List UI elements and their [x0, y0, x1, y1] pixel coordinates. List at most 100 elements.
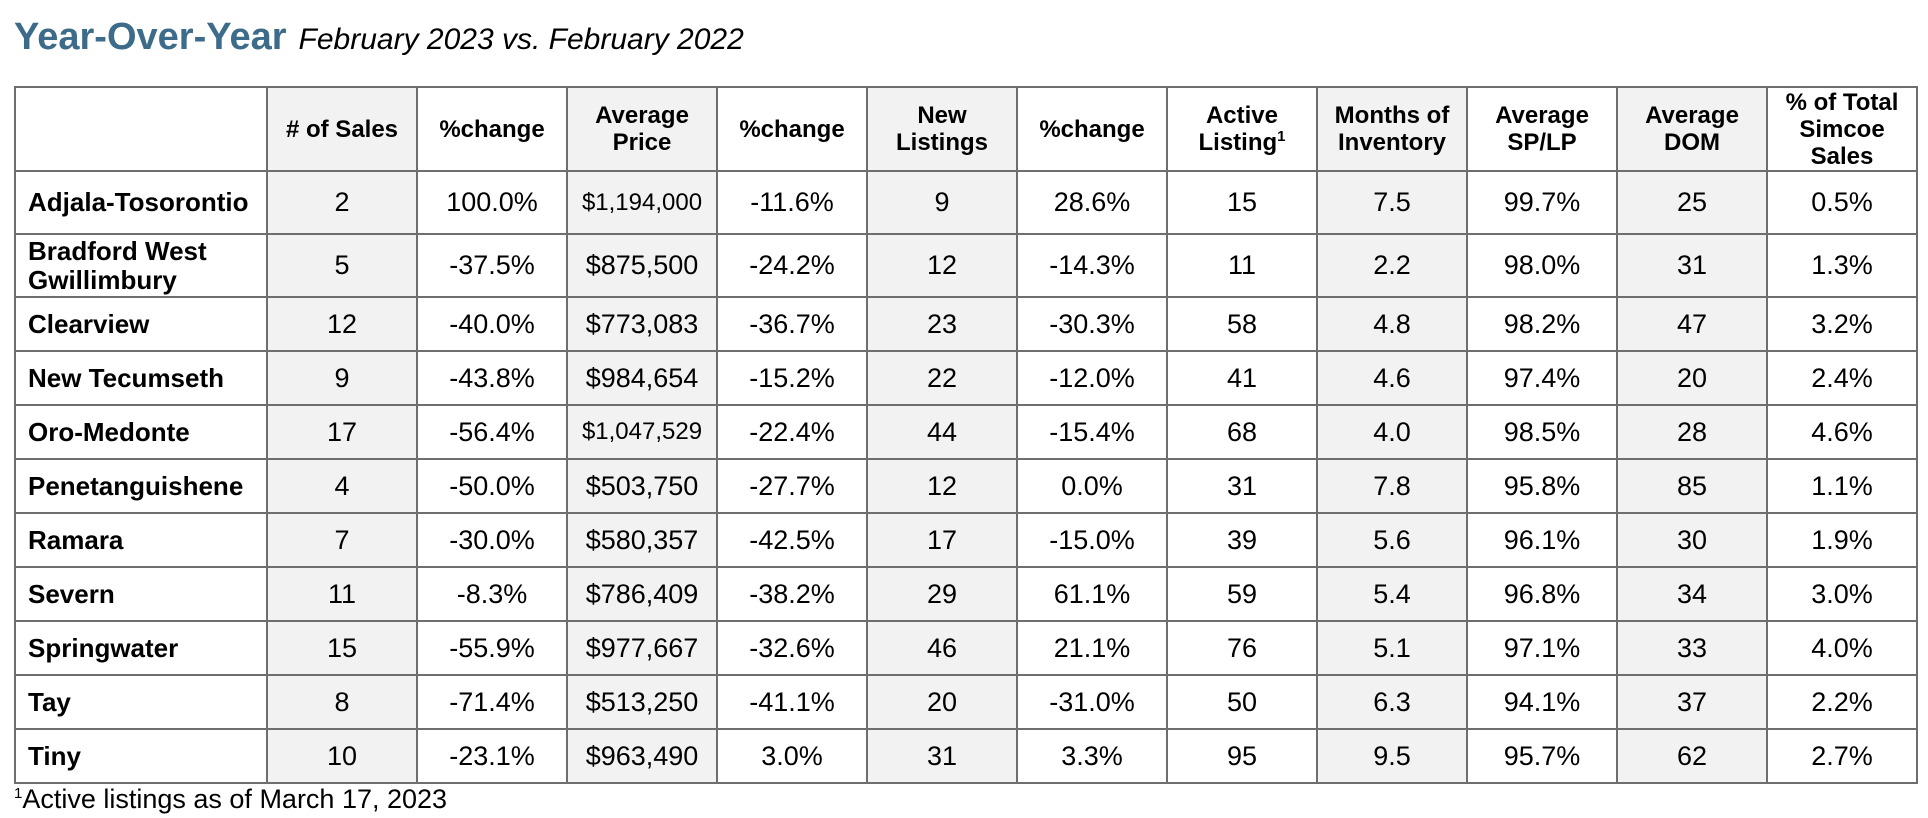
column-header-label: Average Price: [595, 102, 689, 156]
table-cell: 22: [866, 350, 1018, 406]
table-row: New Tecumseth 9 -43.8% $984,654 -15.2% 22 -12.…: [14, 350, 1918, 406]
table-cell: 23: [866, 296, 1018, 352]
table-cell: -15.4%: [1016, 404, 1168, 460]
column-header-label: # of Sales: [285, 115, 399, 143]
table-cell: $1,047,529: [566, 404, 718, 460]
table-cell: 6.3: [1316, 674, 1468, 730]
year-over-year-table: # of Sales %change Average Price %change New…: [14, 86, 1918, 784]
table-cell: 85: [1616, 458, 1768, 514]
table-cell: $786,409: [566, 566, 718, 622]
table-cell: 95.7%: [1466, 728, 1618, 784]
table-cell: 21.1%: [1016, 620, 1168, 676]
table-cell: 44: [866, 404, 1018, 460]
table-cell: -23.1%: [416, 728, 568, 784]
table-cell: 15: [1166, 170, 1318, 235]
column-header-label: %change: [1039, 115, 1145, 143]
column-header-3: Average Price: [566, 86, 718, 172]
table-cell: -50.0%: [416, 458, 568, 514]
table-row: Oro-Medonte 17 -56.4% $1,047,529 -22.4% 44 -15…: [14, 404, 1918, 460]
table-cell: 98.2%: [1466, 296, 1618, 352]
table-cell: -37.5%: [416, 233, 568, 298]
table-cell: 15: [266, 620, 418, 676]
table-cell: 1.3%: [1766, 233, 1918, 298]
table-cell: -40.0%: [416, 296, 568, 352]
table-cell: 97.1%: [1466, 620, 1618, 676]
column-header-4: %change: [716, 86, 868, 172]
report-title: Year-Over-Year February 2023 vs. Februar…: [14, 16, 744, 64]
table-header-row: # of Sales %change Average Price %change New…: [14, 86, 1918, 172]
municipality-name-cell: Penetanguishene: [14, 458, 268, 514]
table-cell: -30.0%: [416, 512, 568, 568]
table-cell: 39: [1166, 512, 1318, 568]
table-cell: 7.8: [1316, 458, 1468, 514]
table-cell: -11.6%: [716, 170, 868, 235]
table-cell: 4.6: [1316, 350, 1468, 406]
municipality-name-cell: Ramara: [14, 512, 268, 568]
table-cell: -31.0%: [1016, 674, 1168, 730]
table-cell: 2.2: [1316, 233, 1468, 298]
table-cell: 29: [866, 566, 1018, 622]
table-cell: -36.7%: [716, 296, 868, 352]
table-cell: 98.5%: [1466, 404, 1618, 460]
column-header-2: %change: [416, 86, 568, 172]
table-cell: -41.1%: [716, 674, 868, 730]
table-cell: -12.0%: [1016, 350, 1168, 406]
table-cell: 9: [866, 170, 1018, 235]
table-cell: 20: [1616, 350, 1768, 406]
table-cell: 99.7%: [1466, 170, 1618, 235]
table-cell: 17: [866, 512, 1018, 568]
table-cell: 100.0%: [416, 170, 568, 235]
column-header-label: New Listings: [895, 102, 988, 156]
table-cell: 7: [266, 512, 418, 568]
table-cell: 0.0%: [1016, 458, 1168, 514]
table-row: Springwater 15 -55.9% $977,667 -32.6% 46 21.1%…: [14, 620, 1918, 676]
table-cell: 28.6%: [1016, 170, 1168, 235]
table-row: Bradford West Gwillimbury 5 -37.5% $875,500…: [14, 233, 1918, 298]
table-cell: 46: [866, 620, 1018, 676]
table-cell: 7.5: [1316, 170, 1468, 235]
table-cell: -55.9%: [416, 620, 568, 676]
table-cell: 2.2%: [1766, 674, 1918, 730]
municipality-name-cell: Adjala-Tosorontio: [14, 170, 268, 235]
table-cell: -30.3%: [1016, 296, 1168, 352]
table-cell: 62: [1616, 728, 1768, 784]
table-cell: $503,750: [566, 458, 718, 514]
table-cell: 61.1%: [1016, 566, 1168, 622]
table-cell: 98.0%: [1466, 233, 1618, 298]
table-cell: 95.8%: [1466, 458, 1618, 514]
table-cell: 3.2%: [1766, 296, 1918, 352]
footnote: 1Active listings as of March 17, 2023: [14, 784, 447, 815]
table-cell: -42.5%: [716, 512, 868, 568]
table-cell: 2.4%: [1766, 350, 1918, 406]
column-header-7: Active Listing1: [1166, 86, 1318, 172]
table-cell: 20: [866, 674, 1018, 730]
column-header-10: Average DOM: [1616, 86, 1768, 172]
table-cell: 94.1%: [1466, 674, 1618, 730]
table-cell: 34: [1616, 566, 1768, 622]
municipality-name-cell: Tiny: [14, 728, 268, 784]
table-row: Adjala-Tosorontio 2 100.0% $1,194,000 -11.6%…: [14, 170, 1918, 235]
table-cell: -15.2%: [716, 350, 868, 406]
municipality-name-cell: Clearview: [14, 296, 268, 352]
table-cell: 2: [266, 170, 418, 235]
table-cell: 33: [1616, 620, 1768, 676]
title-main: Year-Over-Year: [14, 16, 287, 58]
table-cell: 11: [1166, 233, 1318, 298]
table-cell: 31: [866, 728, 1018, 784]
table-cell: -32.6%: [716, 620, 868, 676]
table-cell: 5: [266, 233, 418, 298]
table-cell: $977,667: [566, 620, 718, 676]
table-cell: 2.7%: [1766, 728, 1918, 784]
column-header-1: # of Sales: [266, 86, 418, 172]
table-cell: 4.0%: [1766, 620, 1918, 676]
table-cell: 0.5%: [1766, 170, 1918, 235]
table-cell: 4.0: [1316, 404, 1468, 460]
table-cell: 76: [1166, 620, 1318, 676]
column-header-5: New Listings: [866, 86, 1018, 172]
table-cell: 12: [866, 458, 1018, 514]
table-cell: 96.8%: [1466, 566, 1618, 622]
column-header-label: %change: [439, 115, 545, 143]
table-row: Clearview 12 -40.0% $773,083 -36.7% 23 -30.3% 5…: [14, 296, 1918, 352]
table-cell: 3.0%: [1766, 566, 1918, 622]
table-cell: -24.2%: [716, 233, 868, 298]
